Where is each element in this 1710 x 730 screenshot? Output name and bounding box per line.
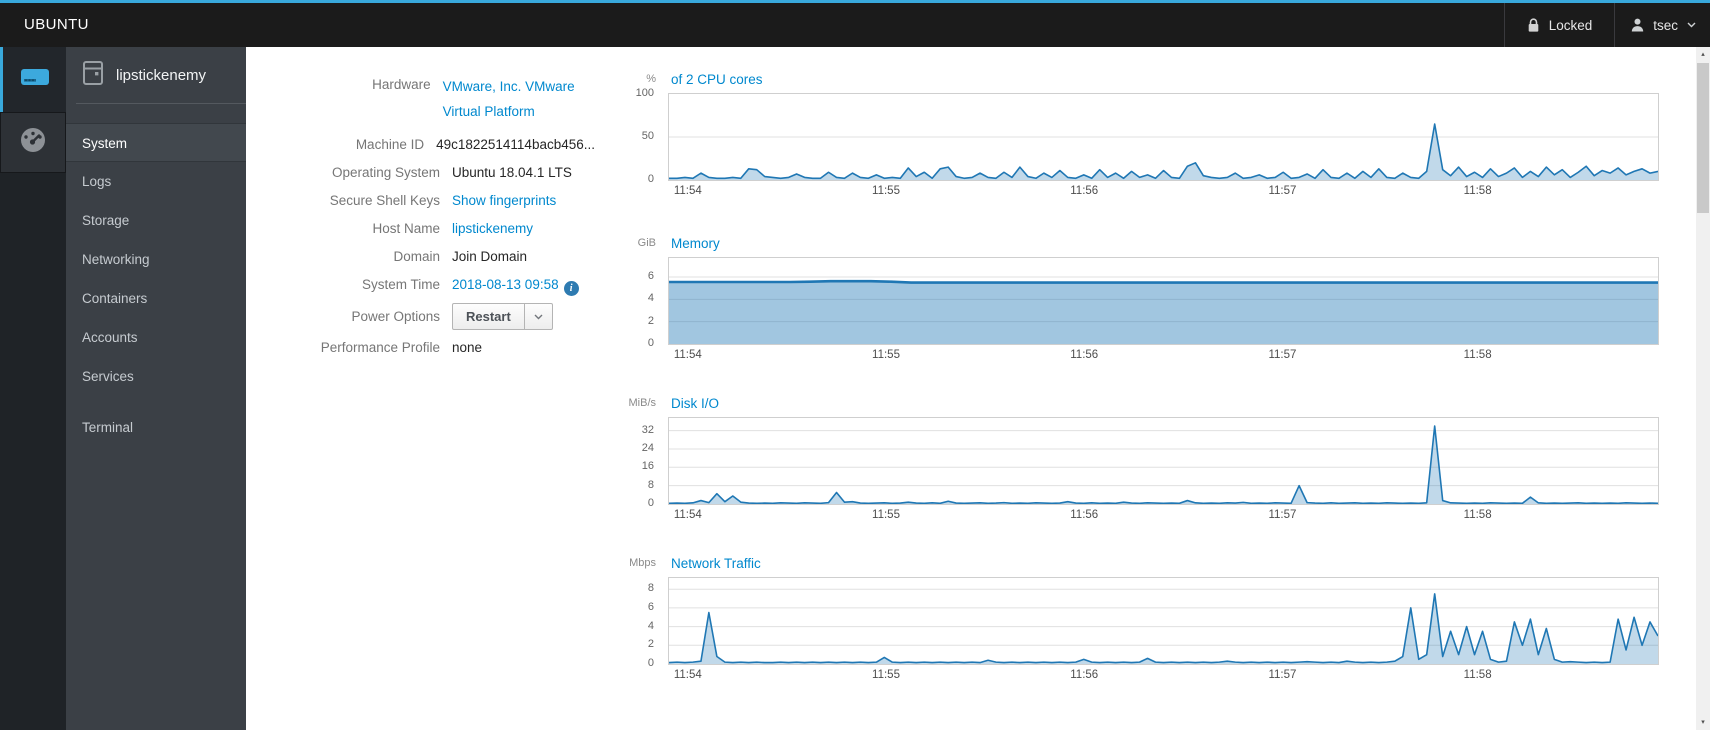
user-name: tsec [1653,17,1678,33]
sidebar-item-system[interactable]: System [66,123,246,162]
chevron-down-icon [534,314,543,319]
machine-id-value: 49c1822514114bacb456... [436,137,595,152]
locked-button[interactable]: Locked [1503,3,1616,47]
power-options-label: Power Options [351,309,440,324]
host-server-icon [82,60,104,90]
cpu-chart: % of 2 CPU cores 100 50 0 11:54 11:55 11:56 1… [560,68,1670,218]
lock-icon [1527,17,1540,33]
vertical-scrollbar[interactable]: ▴ ▾ [1696,47,1710,730]
restart-caret-button[interactable] [523,304,552,329]
disk-io-plot-area [668,417,1659,505]
performance-profile-value: none [452,340,483,355]
info-row-power-options: Power Options Restart [245,303,595,330]
info-row-host-name: Host Name lipstickenemy [245,218,595,239]
network-traffic-unit-label: Mbps [629,557,656,569]
info-row-system-time: System Time 2018-08-13 09:58 i [245,274,595,296]
chevron-down-icon [1687,22,1696,28]
server-drive-icon [19,65,51,94]
sidebar-item-terminal[interactable]: Terminal [82,420,134,435]
sidebar-item-logs[interactable]: Logs [82,174,112,189]
sidebar-item-services[interactable]: Services [82,369,134,384]
scrollbar-down-arrow-icon[interactable]: ▾ [1701,719,1705,726]
domain-label: Domain [393,249,440,264]
host-header[interactable]: lipstickenemy [66,47,246,103]
performance-profile-label: Performance Profile [320,340,440,355]
memory-chart-title-link[interactable]: Memory [671,235,720,251]
cpu-plot-area [668,93,1659,181]
disk-io-chart-title-link[interactable]: Disk I/O [671,395,720,411]
sidebar-item-containers[interactable]: Containers [82,291,148,306]
locked-label: Locked [1548,17,1593,33]
user-icon [1631,18,1644,32]
os-value: Ubuntu 18.04.1 LTS [452,165,572,180]
sidebar: lipstickenemy System Logs Storage Networ… [66,47,246,730]
host-name: lipstickenemy [116,66,207,84]
disk-io-unit-label: MiB/s [628,397,657,409]
system-info-panel: Hardware VMware, Inc. VMware Virtual Pla… [245,74,595,365]
info-icon[interactable]: i [563,281,579,296]
hardware-label: Hardware [372,77,431,92]
info-row-machine-id: Machine ID 49c1822514114bacb456... [245,134,595,155]
memory-unit-label: GiB [637,237,656,249]
top-bar: UBUNTU Locked tsec [0,0,1710,47]
machine-id-label: Machine ID [355,137,425,152]
disk-io-y-axis: 32 24 16 8 0 [641,423,654,509]
memory-plot-area [668,257,1659,345]
topbar-right-group: Locked tsec [1503,3,1710,47]
sidebar-divider [76,103,246,104]
user-menu-button[interactable]: tsec [1615,3,1710,47]
network-traffic-chart-header: Mbps Network Traffic [560,552,761,574]
system-time-link[interactable]: 2018-08-13 09:58 i [452,274,579,296]
active-machine-button[interactable] [0,47,66,112]
info-row-hardware: Hardware VMware, Inc. VMware Virtual Pla… [245,74,595,124]
gauge-icon [19,126,47,159]
scrollbar-up-arrow-icon[interactable]: ▴ [1701,51,1705,58]
cpu-x-axis: 11:54 11:55 11:56 11:57 11:58 [673,185,1492,197]
info-row-domain: Domain Join Domain [245,246,595,267]
hardware-value-link[interactable]: VMware, Inc. VMware Virtual Platform [442,79,575,119]
disk-io-chart: MiB/s Disk I/O 32 24 16 8 0 11:54 11:55 11:56 1… [560,392,1670,542]
memory-x-axis: 11:54 11:55 11:56 11:57 11:58 [673,349,1492,361]
power-options-control: Restart [452,303,553,330]
join-domain-link[interactable]: Join Domain [452,249,528,264]
info-row-operating-system: Operating System Ubuntu 18.04.1 LTS [245,162,595,183]
ssh-keys-label: Secure Shell Keys [329,193,440,208]
machine-icon-strip [0,47,66,730]
scrollbar-thumb[interactable] [1697,63,1709,213]
cpu-chart-title-link[interactable]: of 2 CPU cores [671,71,763,87]
info-row-performance-profile: Performance Profile none [245,337,595,358]
network-traffic-plot-area [668,577,1659,665]
cpu-y-axis: 100 50 0 [635,87,654,185]
dashboard-button[interactable] [0,112,66,173]
show-fingerprints-link[interactable]: Show fingerprints [452,193,557,208]
disk-io-x-axis: 11:54 11:55 11:56 11:57 11:58 [673,509,1492,521]
disk-io-chart-header: MiB/s Disk I/O [560,392,720,414]
brand-title: UBUNTU [24,16,89,33]
host-name-label: Host Name [372,221,440,236]
info-row-ssh-keys: Secure Shell Keys Show fingerprints [245,190,595,211]
system-time-label: System Time [361,277,440,292]
host-name-link[interactable]: lipstickenemy [452,221,534,236]
memory-chart-header: GiB Memory [560,232,720,254]
network-traffic-x-axis: 11:54 11:55 11:56 11:57 11:58 [673,669,1492,681]
restart-button[interactable]: Restart [466,309,511,324]
network-traffic-chart-title-link[interactable]: Network Traffic [671,555,761,571]
cpu-unit-label: % [646,73,656,85]
cpu-chart-header: % of 2 CPU cores [560,68,763,90]
sidebar-item-accounts[interactable]: Accounts [82,330,138,345]
sidebar-item-storage[interactable]: Storage [82,213,130,228]
sidebar-item-networking[interactable]: Networking [82,252,150,267]
os-label: Operating System [331,165,440,180]
sidebar-menu: System Logs Storage Networking Container… [66,123,246,447]
restart-split-button: Restart [452,303,553,330]
